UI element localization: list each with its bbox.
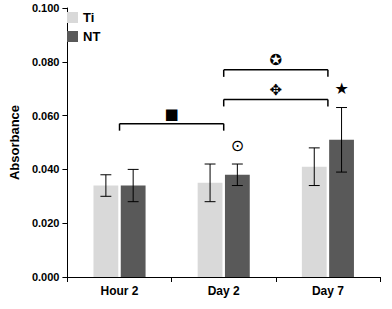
svg-text:NT: NT	[83, 29, 100, 44]
svg-text:★: ★	[334, 79, 348, 98]
svg-text:0.080: 0.080	[32, 56, 60, 68]
svg-text:Ti: Ti	[83, 10, 94, 25]
svg-text:Absorbance: Absorbance	[7, 105, 22, 180]
svg-text:⊙: ⊙	[231, 136, 244, 155]
svg-text:✪: ✪	[270, 51, 283, 69]
svg-text:0.040: 0.040	[32, 163, 60, 175]
svg-text:0.020: 0.020	[32, 217, 60, 229]
svg-text:0.100: 0.100	[32, 2, 60, 14]
svg-text:✥: ✥	[270, 81, 283, 99]
svg-text:0.000: 0.000	[32, 271, 60, 283]
svg-text:0.060: 0.060	[32, 110, 60, 122]
svg-text:■: ■	[165, 105, 179, 123]
svg-text:Day 2: Day 2	[208, 284, 240, 298]
svg-text:Day 7: Day 7	[312, 284, 344, 298]
svg-text:Hour 2: Hour 2	[101, 284, 139, 298]
